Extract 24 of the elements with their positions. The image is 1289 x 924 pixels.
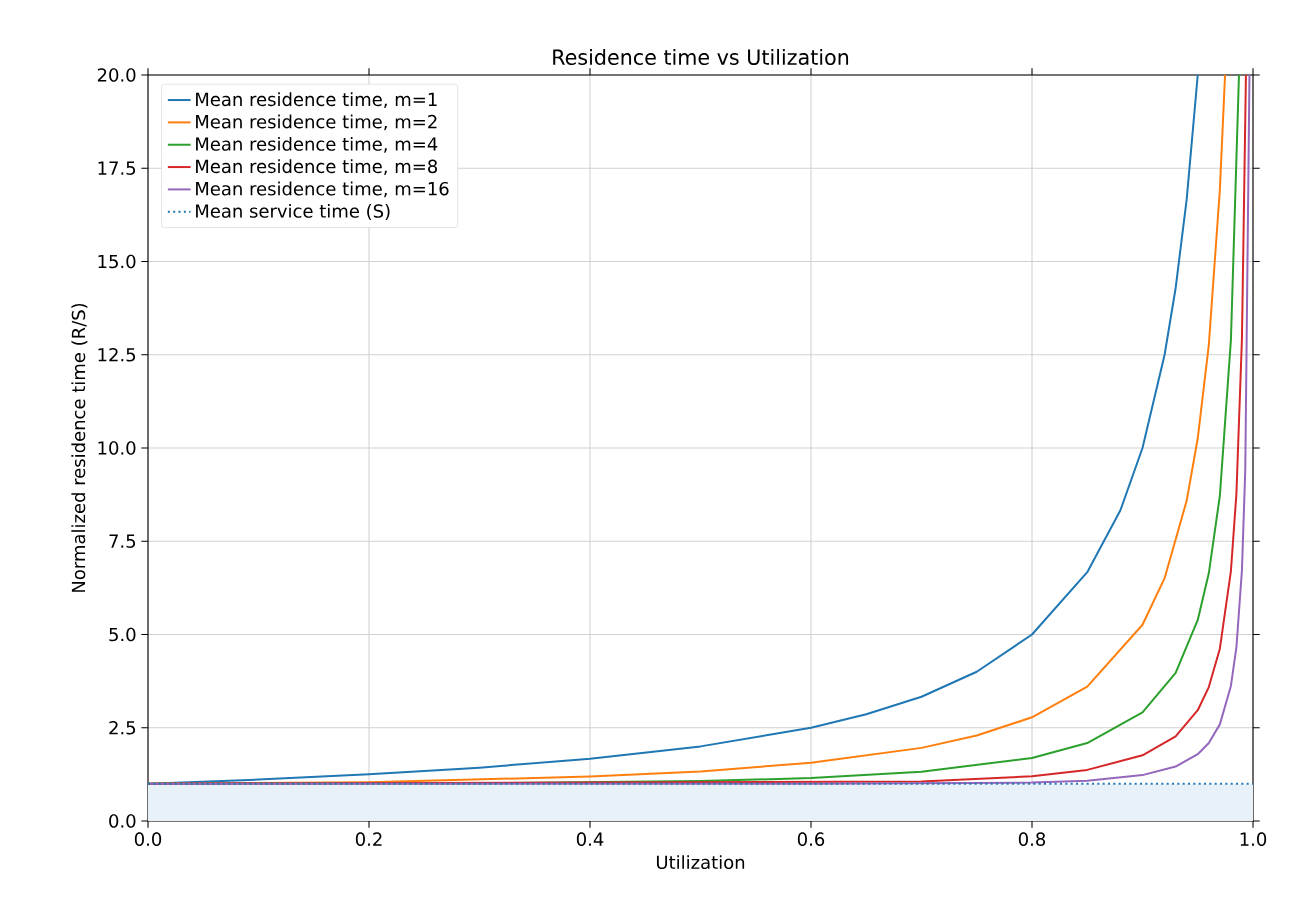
x-tick-label: 0.2 [355, 832, 382, 846]
y-tick-label: 2.5 [109, 720, 136, 735]
x-tick-label: 0.6 [797, 832, 825, 846]
y-tick-label: 20.0 [97, 68, 136, 82]
y-tick-label: 17.5 [98, 161, 136, 175]
x-axis-title: Utilization [656, 855, 745, 870]
legend-label: Mean residence time, m=2 [196, 114, 437, 131]
legend-label: Mean residence time, m=1 [196, 92, 437, 108]
legend-label: Mean service time (S) [196, 203, 390, 220]
y-tick-label: 0.0 [109, 814, 136, 828]
x-tick-label: 0.8 [1018, 832, 1046, 846]
legend-label: Mean residence time, m=8 [196, 159, 438, 175]
y-tick-label: 7.5 [109, 534, 136, 548]
chart-title: Residence time vs Utilization [553, 48, 849, 65]
x-tick-label: 1.0 [1240, 832, 1267, 846]
legend-label: Mean residence time, m=4 [196, 136, 438, 153]
legend-label: Mean residence time, m=16 [196, 181, 449, 198]
y-tick-label: 5.0 [109, 627, 136, 642]
y-tick-label: 15.0 [98, 254, 136, 269]
x-tick-label: 0.4 [576, 832, 604, 846]
y-tick-label: 12.5 [98, 347, 136, 362]
x-tick-label: 0.0 [134, 832, 162, 846]
y-tick-label: 10.0 [98, 441, 136, 455]
y-axis-title: Normalized residence time (R/S) [71, 303, 88, 592]
